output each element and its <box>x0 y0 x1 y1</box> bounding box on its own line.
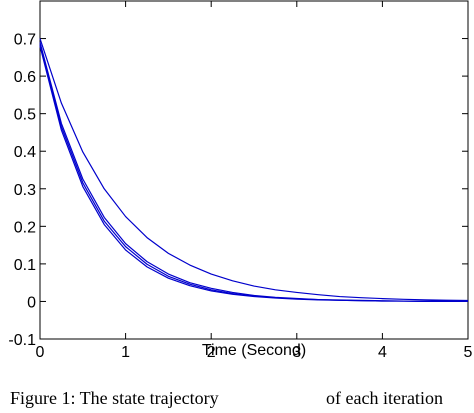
x-tick-label: 2 <box>207 344 216 361</box>
y-tick-label: 0.4 <box>14 144 36 161</box>
series-line <box>39 38 469 302</box>
y-tick-label: 0.7 <box>14 32 36 49</box>
x-tick-label: 4 <box>378 344 387 361</box>
x-tick-label: 0 <box>36 344 45 361</box>
y-tick-label: 0.6 <box>14 69 36 86</box>
series-line <box>39 42 469 303</box>
y-tick-label: 0.2 <box>14 219 36 236</box>
x-tick-label: 1 <box>121 344 130 361</box>
plot-frame <box>39 0 469 340</box>
series-line <box>39 44 468 303</box>
y-tick-label: -0.1 <box>8 332 36 349</box>
caption: of each iteration <box>326 388 443 408</box>
y-tick-label: 0.3 <box>14 182 36 199</box>
y-tick-label: 0.5 <box>14 107 36 124</box>
x-axis-label: Time (Second) <box>202 342 306 359</box>
x-tick-label: 5 <box>464 344 473 361</box>
x-tick-label: 3 <box>292 344 301 361</box>
caption: Figure 1: The state trajectory <box>10 388 219 408</box>
y-tick-label: 0.1 <box>14 257 36 274</box>
series-line <box>39 45 468 303</box>
y-tick-label: 0 <box>27 294 36 311</box>
